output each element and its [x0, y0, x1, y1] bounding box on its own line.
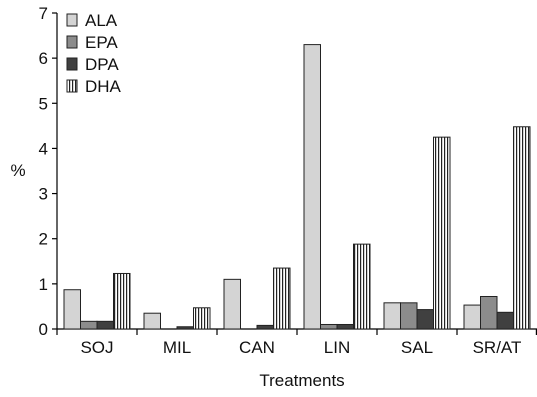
- bar-dpa-sal: [416, 309, 434, 330]
- bar-dpa-mil: [176, 326, 194, 330]
- bar-epa-sal: [400, 302, 418, 330]
- bar-dha-lin: [353, 243, 371, 330]
- x-tick-label: LIN: [324, 338, 350, 357]
- legend-swatch-epa: [66, 35, 78, 49]
- y-tick-label: 7: [39, 4, 48, 23]
- legend-swatch-dpa: [66, 57, 78, 71]
- y-tick-label: 6: [39, 49, 48, 68]
- bar-dha-soj: [113, 272, 131, 330]
- y-tick-label: 3: [39, 185, 48, 204]
- legend-label-epa: EPA: [85, 33, 118, 52]
- axes: 0 1 2 3 4 5 6 7 SOJ MIL CAN LIN SAL SR/AT: [39, 4, 537, 357]
- bar-ala-sal: [383, 302, 401, 330]
- bar-ala-mil: [143, 312, 161, 330]
- bar-dpa-lin: [336, 323, 354, 330]
- y-tick-label: 0: [39, 320, 48, 339]
- bar-ala-lin: [303, 44, 321, 330]
- legend: ALA EPA DPA DHA: [66, 11, 122, 96]
- x-tick-label: SAL: [401, 338, 433, 357]
- x-tick-label: SR/AT: [473, 338, 522, 357]
- bar-dha-mil: [193, 307, 211, 330]
- bar-dpa-soj: [96, 320, 114, 330]
- bar-dha-srat: [513, 126, 531, 330]
- y-axis-label: %: [10, 161, 25, 180]
- bars: [63, 44, 531, 330]
- bar-epa-srat: [480, 295, 498, 330]
- bar-ala-can: [223, 278, 241, 330]
- bar-ala-soj: [63, 289, 81, 330]
- legend-label-ala: ALA: [85, 11, 118, 30]
- x-tick-label: SOJ: [80, 338, 113, 357]
- y-tick-label: 4: [39, 139, 48, 158]
- y-tick-label: 1: [39, 275, 48, 294]
- y-tick-label: 2: [39, 230, 48, 249]
- bar-dha-can: [273, 267, 291, 330]
- legend-swatch-ala: [66, 13, 78, 27]
- bar-epa-lin: [320, 323, 338, 330]
- x-tick-label: CAN: [239, 338, 275, 357]
- legend-swatch-dha: [66, 79, 78, 93]
- bar-dpa-can: [256, 324, 274, 330]
- bar-dpa-srat: [496, 311, 514, 330]
- legend-label-dha: DHA: [85, 77, 122, 96]
- bar-epa-soj: [80, 320, 98, 330]
- legend-label-dpa: DPA: [85, 55, 119, 74]
- bar-ala-srat: [463, 304, 481, 330]
- x-axis-label: Treatments: [259, 371, 344, 390]
- y-tick-label: 5: [39, 94, 48, 113]
- x-tick-label: MIL: [163, 338, 191, 357]
- bar-dha-sal: [433, 136, 451, 330]
